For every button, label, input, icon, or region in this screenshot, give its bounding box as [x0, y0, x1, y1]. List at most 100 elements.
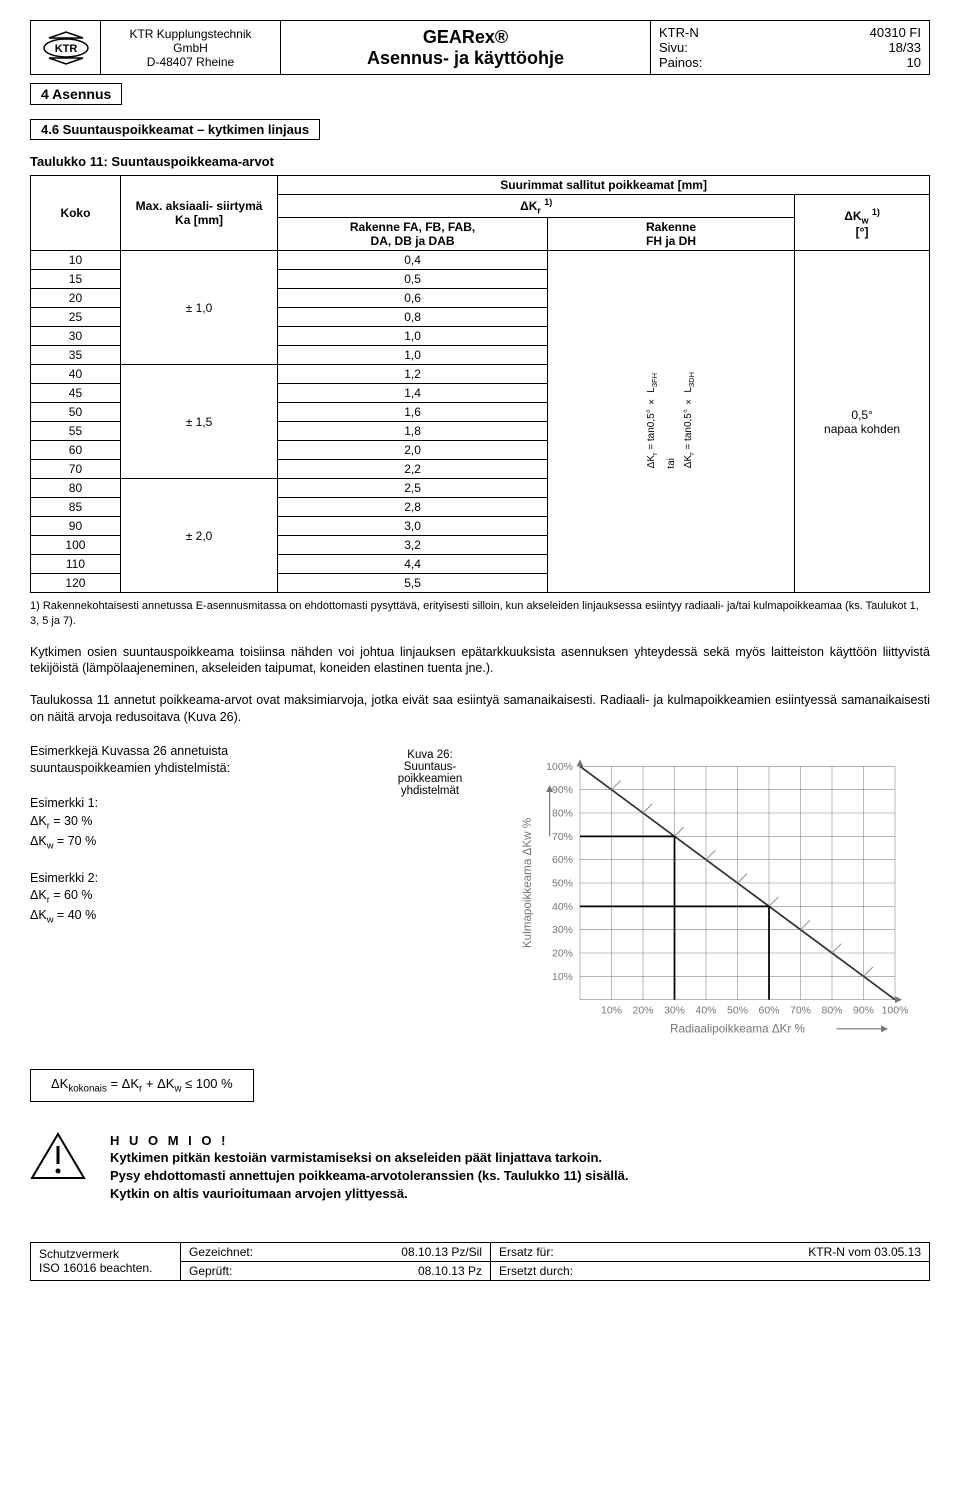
svg-text:30%: 30% — [664, 1006, 685, 1017]
cell-koko: 50 — [31, 403, 121, 422]
cell-koko: 40 — [31, 365, 121, 384]
examples-intro: Esimerkkejä Kuvassa 26 annetuista suunta… — [30, 743, 350, 778]
svg-text:50%: 50% — [727, 1006, 748, 1017]
svg-text:80%: 80% — [822, 1006, 843, 1017]
svg-text:80%: 80% — [552, 808, 573, 819]
warning-line-1: Kytkimen pitkän kestoiän varmistamiseksi… — [110, 1149, 629, 1167]
doc-footer: Schutzvermerk ISO 16016 beachten. Gezeic… — [30, 1242, 930, 1281]
cell-koko: 60 — [31, 441, 121, 460]
cell-fh: ΔKr = tan0,5° × L3FH tai ΔKr = tan0,5° ×… — [547, 251, 794, 593]
cell-fa: 1,4 — [278, 384, 548, 403]
svg-text:70%: 70% — [790, 1006, 811, 1017]
cell-fa: 1,0 — [278, 346, 548, 365]
svg-text:60%: 60% — [759, 1006, 780, 1017]
svg-text:10%: 10% — [552, 972, 573, 983]
svg-text:KTR: KTR — [54, 43, 77, 55]
cell-fa: 2,5 — [278, 479, 548, 498]
cell-fa: 5,5 — [278, 574, 548, 593]
cell-fa: 2,8 — [278, 498, 548, 517]
paragraph-2: Taulukossa 11 annetut poikkeama-arvot ov… — [30, 692, 930, 725]
doc-title-1: GEARex® — [289, 27, 642, 48]
example-2-title: Esimerkki 2: — [30, 870, 350, 888]
th-kr: ΔKr 1) — [278, 195, 795, 218]
cell-koko: 30 — [31, 327, 121, 346]
warning-icon — [30, 1132, 90, 1183]
svg-text:Kulmapoikkeama ΔKw %: Kulmapoikkeama ΔKw % — [521, 818, 534, 948]
examples-text: Esimerkkejä Kuvassa 26 annetuista suunta… — [30, 743, 350, 1049]
th-fh: Rakenne FH ja DH — [547, 218, 794, 251]
company-name: KTR Kupplungstechnik — [109, 27, 272, 41]
cell-koko: 100 — [31, 536, 121, 555]
warning-text: H U O M I O ! Kytkimen pitkän kestoiän v… — [110, 1132, 629, 1202]
svg-text:50%: 50% — [552, 878, 573, 889]
example-2-kr: ΔKr = 60 % — [30, 887, 350, 907]
cell-koko: 10 — [31, 251, 121, 270]
figure-caption: Kuva 26: Suuntaus- poikkeamien yhdistelm… — [370, 743, 490, 1049]
meta-rev-val: 10 — [907, 55, 921, 70]
cell-fa: 2,0 — [278, 441, 548, 460]
meta-doc-label: KTR-N — [659, 25, 699, 40]
svg-text:90%: 90% — [853, 1006, 874, 1017]
cell-kw: 0,5°napaa kohden — [795, 251, 930, 593]
svg-text:40%: 40% — [696, 1006, 717, 1017]
deviation-table: Koko Max. aksiaali- siirtymä Ka [mm] Suu… — [30, 175, 930, 593]
cell-fa: 1,6 — [278, 403, 548, 422]
doc-meta-cell: KTR-N 40310 FI Sivu: 18/33 Painos: 10 — [651, 21, 929, 74]
svg-text:40%: 40% — [552, 902, 573, 913]
ktr-logo-icon: KTR — [41, 30, 91, 66]
svg-text:60%: 60% — [552, 855, 573, 866]
section-tab: 4 Asennus — [30, 83, 122, 105]
svg-text:Radiaalipoikkeama ΔKr %: Radiaalipoikkeama ΔKr % — [670, 1022, 805, 1035]
svg-text:90%: 90% — [552, 785, 573, 796]
logo-cell: KTR — [31, 21, 101, 74]
meta-page-label: Sivu: — [659, 40, 688, 55]
cell-ka: ± 1,5 — [120, 365, 277, 479]
section-heading: 4.6 Suuntauspoikkeamat – kytkimen linjau… — [30, 119, 320, 140]
doc-title-2: Asennus- ja käyttöohje — [289, 48, 642, 69]
cell-fa: 1,2 — [278, 365, 548, 384]
meta-doc-val: 40310 FI — [870, 25, 921, 40]
cell-fa: 0,8 — [278, 308, 548, 327]
cell-fa: 1,8 — [278, 422, 548, 441]
cell-fa: 2,2 — [278, 460, 548, 479]
company-cell: KTR Kupplungstechnik GmbH D-48407 Rheine — [101, 21, 281, 74]
svg-text:20%: 20% — [552, 948, 573, 959]
cell-fa: 3,2 — [278, 536, 548, 555]
th-fa: Rakenne FA, FB, FAB, DA, DB ja DAB — [278, 218, 548, 251]
formula-box: ΔKkokonais = ΔKr + ΔKw ≤ 100 % — [30, 1069, 254, 1102]
cell-koko: 35 — [31, 346, 121, 365]
example-2-kw: ΔKw = 40 % — [30, 907, 350, 927]
cell-koko: 85 — [31, 498, 121, 517]
cell-fa: 0,6 — [278, 289, 548, 308]
cell-koko: 20 — [31, 289, 121, 308]
table-footnote: 1) Rakennekohtaisesti annetussa E-asennu… — [30, 599, 930, 628]
combination-chart-svg: 10%10%20%20%30%30%40%40%50%50%60%60%70%7… — [510, 743, 930, 1046]
cell-koko: 15 — [31, 270, 121, 289]
footer-mid: Gezeichnet: 08.10.13 Pz/Sil Geprüft: 08.… — [181, 1243, 491, 1280]
company-form: GmbH — [109, 41, 272, 55]
cell-fa: 0,5 — [278, 270, 548, 289]
svg-text:100%: 100% — [546, 762, 573, 773]
table-row: 10± 1,00,4ΔKr = tan0,5° × L3FH tai ΔKr =… — [31, 251, 930, 270]
cell-koko: 70 — [31, 460, 121, 479]
cell-koko: 110 — [31, 555, 121, 574]
cell-koko: 80 — [31, 479, 121, 498]
cell-koko: 55 — [31, 422, 121, 441]
svg-text:100%: 100% — [882, 1006, 909, 1017]
paragraph-1: Kytkimen osien suuntauspoikkeama toisiin… — [30, 644, 930, 677]
th-ka: Max. aksiaali- siirtymä Ka [mm] — [120, 176, 277, 251]
doc-title-cell: GEARex® Asennus- ja käyttöohje — [281, 21, 651, 74]
cell-ka: ± 2,0 — [120, 479, 277, 593]
cell-koko: 90 — [31, 517, 121, 536]
footer-right: Ersatz für: KTR-N vom 03.05.13 Ersetzt d… — [491, 1243, 929, 1280]
cell-fa: 3,0 — [278, 517, 548, 536]
th-koko: Koko — [31, 176, 121, 251]
example-1-kr: ΔKr = 30 % — [30, 813, 350, 833]
warning-heading: H U O M I O ! — [110, 1132, 629, 1150]
figure-26-chart: 10%10%20%20%30%30%40%40%50%50%60%60%70%7… — [510, 743, 930, 1049]
example-1-kw: ΔKw = 70 % — [30, 833, 350, 853]
table-title: Taulukko 11: Suuntauspoikkeama-arvot — [30, 154, 930, 169]
cell-fa: 4,4 — [278, 555, 548, 574]
svg-text:10%: 10% — [601, 1006, 622, 1017]
th-kw: ΔKw 1) [°] — [795, 195, 930, 251]
